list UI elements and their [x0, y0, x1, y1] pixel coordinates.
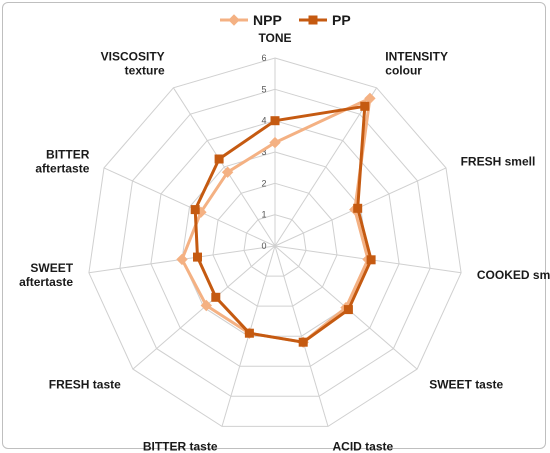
tick-label: 2 [261, 178, 266, 188]
data-point [343, 305, 353, 315]
series-pp [190, 101, 376, 347]
data-point [176, 253, 188, 266]
axis-label: FRESH taste [49, 378, 121, 392]
grid-ring [88, 57, 462, 427]
tick-label: 3 [261, 147, 266, 157]
axis-label: aftertaste [35, 161, 89, 175]
axis-label: FRESH smell [461, 154, 536, 168]
tick-label: 0 [261, 241, 266, 251]
data-point [214, 154, 224, 164]
data-point [366, 255, 376, 265]
axis-label: INTENSITY [385, 49, 448, 63]
axis-label: TONE [258, 31, 291, 45]
tick-label: 1 [261, 210, 266, 220]
legend-label: PP [332, 12, 351, 28]
axis-spoke [274, 245, 329, 427]
radar-grid [88, 57, 462, 427]
data-point [364, 92, 376, 105]
series-layer [176, 92, 376, 348]
axis-spoke [103, 167, 276, 247]
grid-ring [212, 182, 338, 307]
legend-marker [308, 15, 318, 25]
axis-label: aftertaste [19, 275, 73, 289]
grid-ring [243, 214, 307, 277]
series-line [193, 104, 373, 344]
data-point [221, 166, 234, 178]
grid-ring [150, 120, 400, 367]
data-point [298, 337, 308, 347]
chart-frame [2, 2, 546, 449]
axis-spoke [274, 87, 378, 247]
data-point [269, 136, 281, 149]
data-point [200, 299, 213, 312]
axis-label: BITTER [46, 147, 90, 161]
data-point [193, 252, 202, 262]
data-point [270, 116, 280, 126]
axis-label: ACID taste [333, 440, 394, 453]
tick-label: 6 [261, 53, 266, 63]
data-point [244, 328, 254, 338]
tick-label: 5 [261, 84, 266, 94]
axis-label: texture [125, 63, 165, 77]
axis-label: SWEET taste [429, 378, 503, 392]
radar-spokes [88, 58, 462, 427]
data-point [211, 292, 221, 302]
axis-label: BITTER taste [143, 440, 218, 453]
tick-label: 4 [261, 116, 266, 126]
legend: NPP PP [220, 12, 351, 28]
data-point [360, 101, 370, 111]
axis-label: VISCOSITY [101, 49, 165, 63]
legend-label: NPP [253, 12, 282, 28]
axis-label: COOKED smell [477, 268, 550, 282]
axis-label: SWEET [30, 261, 73, 275]
axis-label: colour [385, 63, 422, 77]
axis-spoke [172, 87, 276, 247]
grid-ring [119, 88, 431, 397]
data-point [190, 205, 200, 215]
data-point [353, 203, 363, 213]
legend-marker [228, 14, 240, 26]
radial-tick-labels: 0 1 2 3 4 5 6 [261, 53, 266, 251]
